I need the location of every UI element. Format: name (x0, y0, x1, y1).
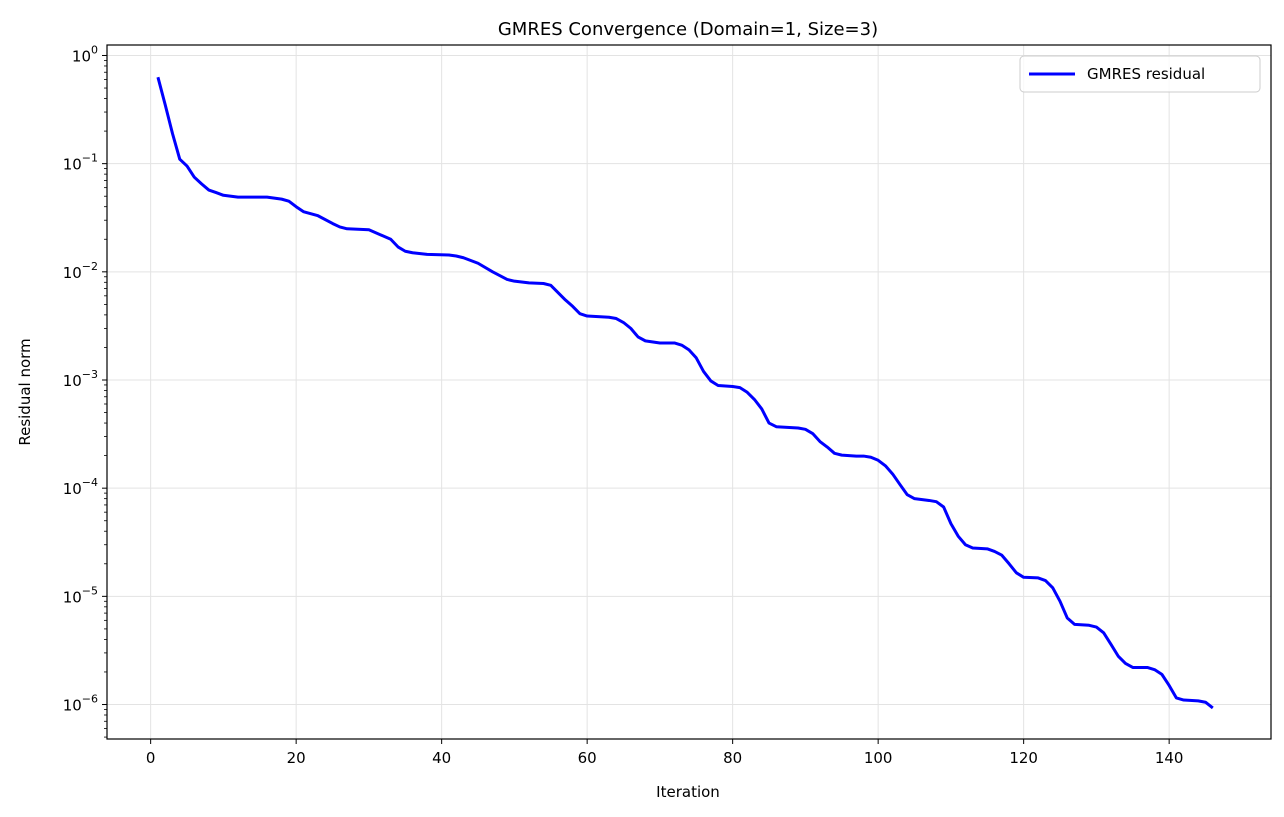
y-tick-label: 10−2 (63, 260, 98, 282)
y-tick-label: 10−4 (63, 476, 98, 498)
y-tick-label: 10−6 (63, 693, 98, 715)
x-tick-label: 60 (578, 749, 597, 767)
legend-label: GMRES residual (1087, 65, 1205, 83)
x-tick-label: 80 (723, 749, 742, 767)
x-axis: 0 20 40 60 80 100 120 140 (146, 739, 1184, 767)
y-tick-label: 100 (72, 43, 98, 65)
legend-box (1019, 55, 1261, 93)
x-tick-label: 100 (864, 749, 893, 767)
grid (107, 45, 1271, 739)
plot-area (156, 76, 1214, 710)
series-line (156, 76, 1214, 710)
x-tick-label: 40 (432, 749, 451, 767)
x-tick-label: 140 (1155, 749, 1184, 767)
chart-title: GMRES Convergence (Domain=1, Size=3) (498, 19, 878, 40)
y-tick-label: 10−1 (63, 152, 98, 174)
x-axis-label: Iteration (656, 783, 720, 801)
x-tick-label: 120 (1009, 749, 1038, 767)
y-axis-label: Residual norm (16, 338, 34, 445)
y-axis: 10−6 10−5 10−4 10−3 10−2 10−1 100 (63, 43, 107, 738)
y-tick-label: 10−5 (63, 584, 98, 606)
plot-frame (106, 44, 1272, 740)
x-tick-label: 0 (146, 749, 156, 767)
x-tick-label: 20 (287, 749, 306, 767)
y-tick-label: 10−3 (63, 368, 98, 390)
legend: GMRES residual (1019, 55, 1261, 93)
